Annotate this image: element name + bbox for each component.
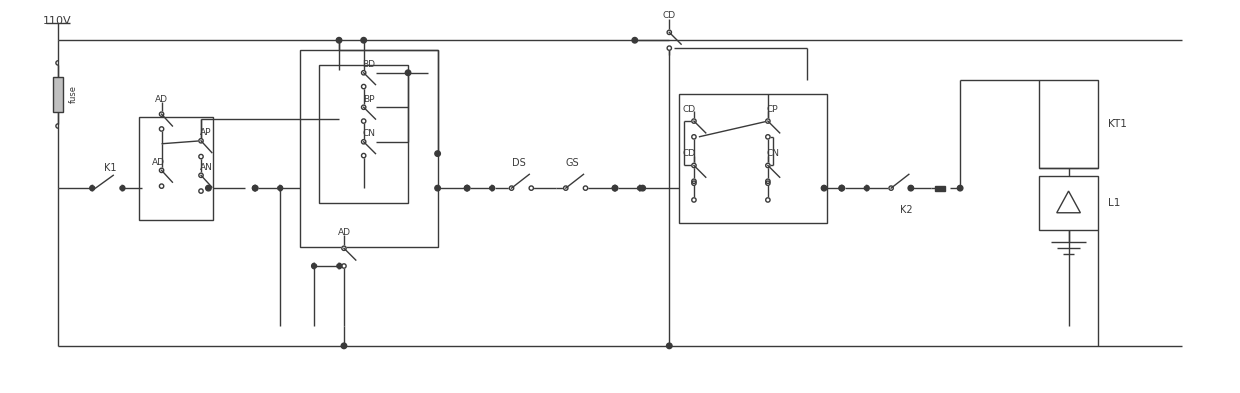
Bar — [52, 77, 63, 112]
Circle shape — [206, 185, 211, 191]
Text: CN: CN — [766, 149, 779, 158]
Circle shape — [362, 140, 366, 144]
Circle shape — [198, 154, 203, 159]
Bar — [300, 50, 438, 247]
Circle shape — [490, 186, 494, 190]
Circle shape — [667, 343, 672, 349]
Bar — [935, 185, 945, 191]
Circle shape — [435, 151, 440, 156]
Text: BD: BD — [362, 61, 376, 70]
Circle shape — [91, 186, 94, 190]
Circle shape — [341, 343, 347, 349]
Text: CP: CP — [768, 105, 779, 114]
Circle shape — [957, 185, 963, 191]
Circle shape — [120, 186, 124, 190]
Circle shape — [253, 185, 258, 191]
Circle shape — [637, 186, 642, 190]
Circle shape — [465, 186, 470, 190]
Circle shape — [160, 184, 164, 188]
Circle shape — [529, 186, 533, 190]
Circle shape — [362, 71, 366, 75]
Circle shape — [864, 186, 869, 190]
Bar — [680, 94, 827, 222]
Circle shape — [766, 119, 770, 123]
Circle shape — [564, 186, 568, 190]
Text: CD: CD — [682, 105, 696, 114]
Circle shape — [435, 185, 440, 191]
Circle shape — [839, 186, 844, 190]
Circle shape — [405, 70, 410, 75]
Circle shape — [889, 186, 893, 190]
Circle shape — [337, 264, 341, 268]
Circle shape — [692, 181, 696, 185]
Circle shape — [766, 179, 770, 184]
Circle shape — [766, 163, 770, 167]
Circle shape — [160, 168, 164, 173]
Circle shape — [361, 37, 367, 43]
Text: CN: CN — [362, 129, 376, 138]
Text: L1: L1 — [1109, 198, 1121, 208]
Bar — [1039, 176, 1099, 230]
Circle shape — [692, 179, 696, 184]
Circle shape — [667, 46, 672, 50]
Circle shape — [839, 185, 844, 191]
Circle shape — [362, 153, 366, 158]
Circle shape — [632, 37, 637, 43]
Circle shape — [908, 185, 914, 191]
Circle shape — [583, 186, 588, 190]
Text: BP: BP — [363, 95, 374, 104]
Text: K1: K1 — [104, 163, 117, 173]
Circle shape — [465, 185, 470, 191]
Circle shape — [198, 139, 203, 143]
Circle shape — [692, 135, 696, 139]
Circle shape — [160, 112, 164, 116]
Text: AD: AD — [337, 228, 351, 237]
Circle shape — [909, 186, 913, 190]
Circle shape — [198, 173, 203, 178]
Circle shape — [342, 264, 346, 268]
Circle shape — [198, 189, 203, 193]
Text: CD: CD — [682, 149, 696, 158]
Circle shape — [667, 30, 672, 35]
Circle shape — [766, 135, 770, 139]
Circle shape — [766, 198, 770, 202]
Text: AN: AN — [200, 163, 212, 172]
Circle shape — [253, 186, 258, 190]
Circle shape — [640, 185, 646, 191]
Circle shape — [312, 264, 316, 268]
Text: CD: CD — [662, 11, 676, 20]
Text: AD: AD — [153, 158, 165, 167]
Circle shape — [160, 127, 164, 131]
Circle shape — [510, 186, 513, 190]
Text: 110V: 110V — [43, 15, 72, 26]
Text: KT1: KT1 — [1109, 119, 1127, 129]
Circle shape — [613, 185, 618, 191]
Circle shape — [766, 181, 770, 185]
Text: K2: K2 — [899, 205, 913, 215]
Text: GS: GS — [565, 158, 579, 169]
Circle shape — [278, 186, 281, 190]
Text: AD: AD — [155, 95, 169, 104]
Circle shape — [342, 246, 346, 250]
Bar — [1039, 80, 1099, 169]
Text: AP: AP — [200, 129, 212, 138]
Circle shape — [692, 119, 696, 123]
Circle shape — [821, 185, 827, 191]
Circle shape — [362, 119, 366, 123]
Circle shape — [692, 163, 696, 167]
Circle shape — [362, 84, 366, 89]
Circle shape — [692, 198, 696, 202]
Bar — [320, 65, 408, 203]
Bar — [139, 117, 213, 220]
Circle shape — [613, 186, 618, 190]
Text: fuse: fuse — [68, 85, 77, 103]
Circle shape — [336, 37, 342, 43]
Circle shape — [362, 105, 366, 109]
Text: DS: DS — [512, 158, 526, 169]
